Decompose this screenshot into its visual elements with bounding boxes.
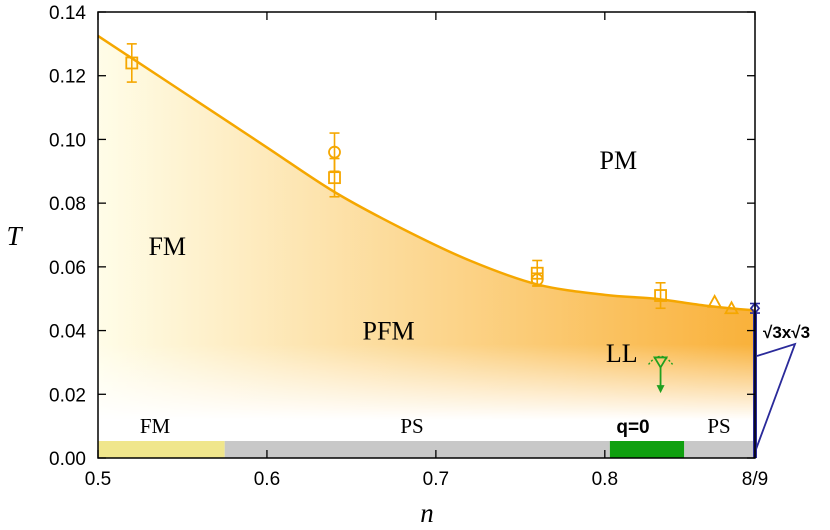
x-tick-label: 8/9 <box>742 469 768 490</box>
y-tick-label: 0.02 <box>49 385 86 406</box>
data-markers <box>125 43 761 315</box>
x-tick-label: 0.8 <box>592 469 618 490</box>
band-2 <box>609 441 685 458</box>
sqrt3-phase-label: √3x√3 <box>763 323 810 342</box>
band-0 <box>98 441 225 458</box>
square-marker <box>654 289 667 302</box>
x-tick-label: 0.5 <box>85 469 111 490</box>
band-1 <box>224 441 610 458</box>
region-label-fm: FM <box>148 232 186 261</box>
plot-frame <box>97 11 756 459</box>
region-label-ll: LL <box>606 339 638 368</box>
band-label-3: PS <box>707 414 730 438</box>
green-triangle-marker <box>652 356 669 370</box>
y-tick-label: 0.08 <box>49 194 86 215</box>
region-label-pfm: PFM <box>363 317 415 346</box>
band-3 <box>684 441 755 458</box>
green-arrow-head <box>656 385 665 394</box>
y-tick-label: 0.06 <box>49 258 86 279</box>
y-axis-label: T <box>6 221 23 251</box>
x-tick-label: 0.6 <box>254 469 280 490</box>
x-axis-label: n <box>420 498 434 528</box>
square-marker <box>125 56 139 70</box>
band-label-1: PS <box>400 414 423 438</box>
sqrt3-pointer <box>754 342 797 453</box>
circle-marker <box>328 145 341 159</box>
phase-fill-region <box>98 35 755 459</box>
region-label-pm: PM <box>600 146 638 175</box>
y-tick-label: 0.04 <box>49 322 86 343</box>
y-tick-label: 0.14 <box>49 3 86 24</box>
band-label-0: FM <box>140 414 171 438</box>
x-tick-label: 0.7 <box>423 469 449 490</box>
axes: 0.5 0.6 0.7 0.8 8/9 0.00 0.02 0.04 0.06 0.08 0.10 0… <box>49 3 768 490</box>
triangle-marker <box>707 294 723 308</box>
band-label-2: q=0 <box>616 417 649 438</box>
y-tick-label: 0.00 <box>49 449 86 470</box>
triangle-marker <box>724 300 740 315</box>
square-marker <box>328 171 341 185</box>
circle-marker <box>530 273 544 287</box>
y-tick-label: 0.12 <box>49 67 86 88</box>
y-tick-label: 0.10 <box>49 130 86 151</box>
ground-state-bands: FM PS q=0 PS <box>98 414 755 458</box>
